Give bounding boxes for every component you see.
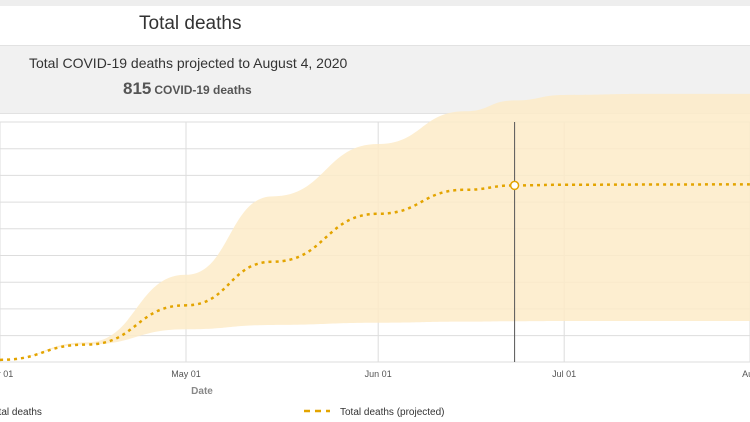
x-tick-label: Jul 01 xyxy=(552,369,576,379)
chart-title: Total deaths xyxy=(139,13,242,34)
x-axis-title: Date xyxy=(191,386,213,397)
legend-label-projected: Total deaths (projected) xyxy=(340,407,445,418)
x-axis-ticks: Apr 01 May 01 Jun 01 Jul 01 Aug 01 xyxy=(0,369,750,379)
death-count: 815 xyxy=(123,79,152,98)
top-strip xyxy=(0,0,750,6)
today-marker-dot[interactable] xyxy=(509,180,520,191)
x-tick-label: Apr 01 xyxy=(0,369,13,379)
x-tick-label: May 01 xyxy=(171,369,201,379)
legend: Total deaths Total deaths (projected) xyxy=(0,407,445,418)
x-tick-label: Jun 01 xyxy=(365,369,392,379)
plot-border xyxy=(0,121,750,363)
projected-deaths-line xyxy=(0,183,750,362)
summary-text: Total COVID-19 deaths projected to Augus… xyxy=(29,55,348,71)
uncertainty-band xyxy=(0,93,750,360)
death-count-unit: COVID-19 deaths xyxy=(154,83,252,97)
x-tick-label: Aug 01 xyxy=(742,369,750,379)
summary-panel: Total COVID-19 deaths projected to Augus… xyxy=(0,45,750,114)
summary-count: 815 COVID-19 deaths xyxy=(123,79,252,99)
legend-label-total-deaths: Total deaths xyxy=(0,407,42,418)
